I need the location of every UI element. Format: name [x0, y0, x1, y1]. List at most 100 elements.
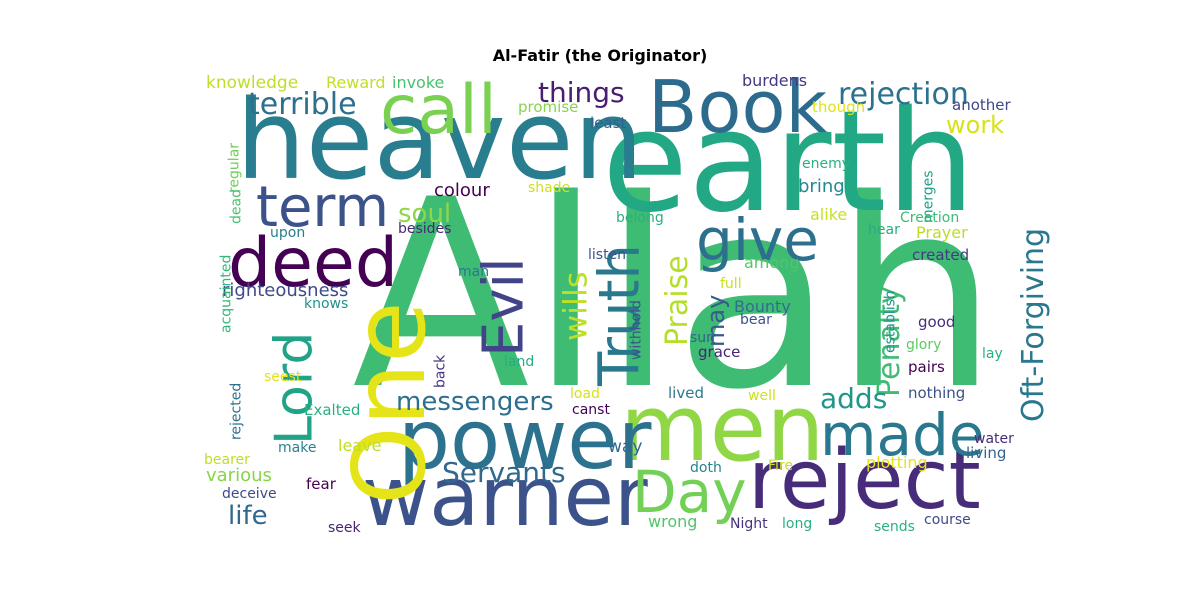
word-terrible: terrible [248, 87, 357, 122]
word-book: Book [648, 65, 827, 149]
word-withhold: withhold [629, 300, 645, 360]
word-deceive: deceive [222, 486, 277, 502]
chart-title: Al-Fatir (the Originator) [492, 46, 708, 65]
word-power: power [398, 393, 652, 488]
word-back: back [433, 354, 449, 388]
word-term: term [256, 175, 389, 240]
word-day: Day [632, 458, 747, 526]
word-lived: lived [668, 384, 704, 402]
word-various: various [206, 465, 272, 486]
word-knowledge: knowledge [206, 73, 298, 93]
word-hear: hear [868, 222, 900, 238]
word-righteousness: righteousness [222, 280, 348, 301]
word-servants: Servants [442, 456, 566, 489]
word-fire: Fire [768, 458, 793, 474]
word-enemy: enemy [802, 156, 850, 172]
word-plotting: plotting [866, 453, 928, 472]
word-water: water [974, 431, 1014, 447]
word-night: Night [730, 516, 768, 532]
word-seest: seest [264, 369, 302, 385]
word-sun: sun [690, 330, 715, 346]
word-allah: Allah [352, 145, 998, 447]
word-burdens: burdens [742, 71, 807, 90]
word-upon: upon [270, 225, 305, 241]
word-oft-forgiving: Oft-Forgiving [1016, 228, 1051, 422]
word-knows: knows [304, 296, 348, 312]
word-man: man [458, 264, 489, 280]
word-earth: earth [602, 81, 975, 244]
word-reward: Reward [326, 73, 386, 92]
word-bounty: Bounty [734, 297, 791, 316]
word-long: long [782, 516, 812, 532]
word-bring: bring [798, 176, 845, 197]
word-glory: glory [906, 337, 941, 353]
word-may: may [702, 295, 730, 347]
word-listen: listen [588, 247, 626, 263]
word-soul: soul [398, 199, 451, 229]
word-establish: establish [883, 290, 899, 353]
word-shade: shade [528, 180, 570, 196]
word-life: life [228, 501, 268, 531]
word-warner: warner [362, 450, 648, 545]
word-course: course [924, 512, 971, 528]
word-rejection: rejection [838, 77, 969, 112]
word-full: full [720, 276, 742, 292]
word-work: work [946, 111, 1004, 139]
word-praise: Praise [660, 255, 695, 346]
word-nothing: nothing [908, 384, 965, 402]
word-seek: seek [328, 520, 362, 536]
word-creation: Creation [900, 210, 959, 226]
word-besides: besides [398, 221, 451, 237]
word-bearer: bearer [204, 452, 250, 468]
word-deed: deed [228, 224, 398, 303]
word-living: living [966, 444, 1006, 462]
word-penalty: Penalty [872, 286, 907, 397]
word-messengers: messengers [396, 387, 554, 417]
word-reject: reject [748, 433, 981, 528]
word-grace: grace [698, 343, 740, 361]
word-load: load [570, 386, 600, 402]
word-men: men [620, 375, 825, 482]
word-prayer: Prayer [916, 223, 968, 242]
word-colour: colour [434, 180, 490, 201]
word-pairs: pairs [908, 358, 945, 376]
word-wrong: wrong [648, 512, 697, 531]
word-heaven: heaven [236, 76, 643, 204]
word-among: among [744, 253, 799, 272]
word-created: created [912, 246, 969, 264]
word-belong: belong [616, 210, 664, 226]
word-dead: dead [229, 189, 245, 224]
word-leave: leave [338, 436, 381, 455]
word-promise: promise [518, 98, 578, 116]
word-lord: Lord [265, 332, 325, 445]
word-acquainted: acquainted [219, 255, 235, 333]
word-exalted: Exalted [304, 401, 360, 419]
word-alike: alike [810, 205, 847, 224]
word-least: least [590, 114, 626, 132]
word-canst: canst [572, 402, 610, 418]
word-things: things [538, 76, 625, 109]
word-lay: lay [982, 346, 1003, 362]
word-truth: Truth [588, 244, 653, 387]
word-doth: doth [690, 460, 722, 476]
word-well: well [748, 388, 776, 404]
word-made: made [820, 401, 985, 469]
word-another: another [952, 96, 1011, 114]
word-way: way [608, 437, 642, 457]
word-adds: adds [820, 382, 887, 415]
word-rejected: rejected [229, 383, 245, 440]
word-sends: sends [874, 519, 915, 535]
word-land: land [504, 354, 534, 370]
word-evil: Evil [472, 257, 537, 357]
word-though: though [812, 98, 865, 116]
word-good: good [918, 313, 955, 331]
word-merges: merges [921, 170, 937, 223]
word-regular: regular [227, 143, 243, 193]
word-wills: wills [556, 271, 594, 341]
word-give: give [696, 206, 819, 274]
word-fear: fear [306, 475, 337, 493]
word-make: make [278, 440, 316, 456]
word-call: call [380, 71, 497, 150]
word-invoke: invoke [392, 73, 444, 92]
